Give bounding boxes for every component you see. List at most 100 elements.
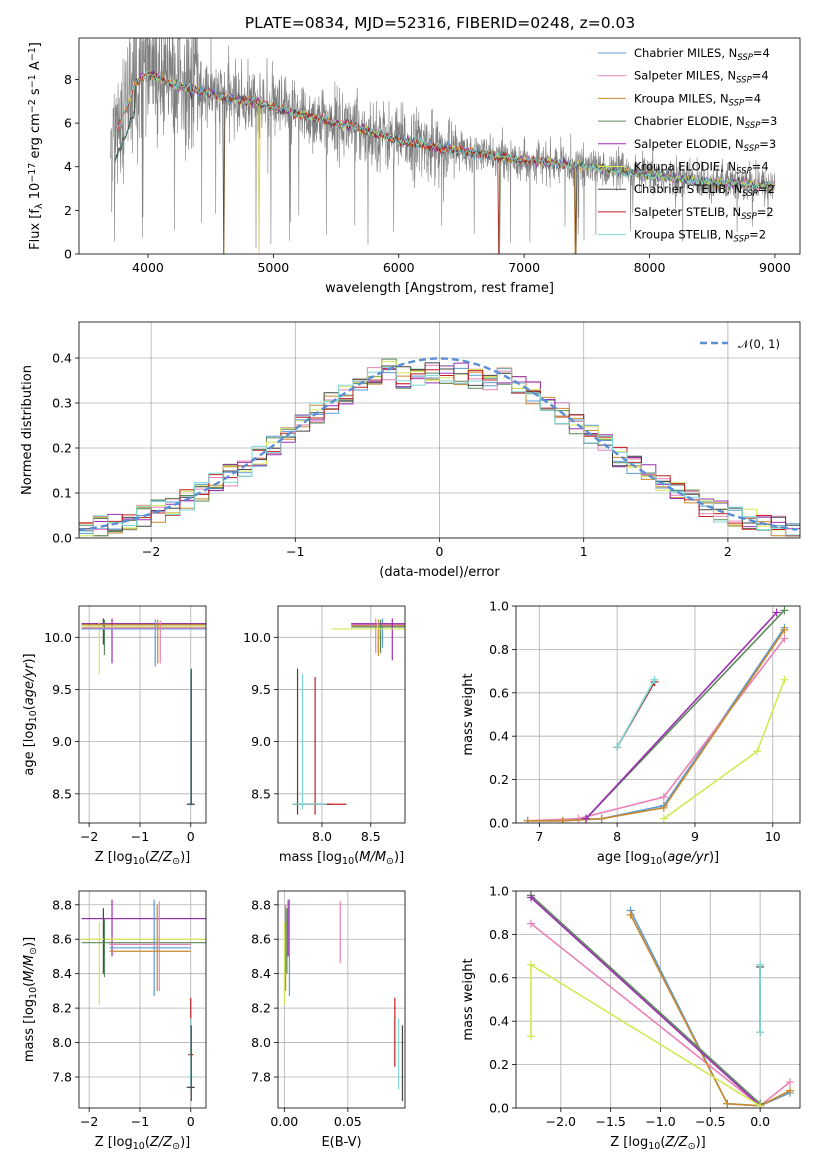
residual-legend: 𝒩(0, 1)	[700, 337, 780, 351]
age-Z-panel: −2 −1 08.59.09.510.0Z [log10(Z/Z⊙)]age [lo…	[22, 605, 207, 867]
label-part: (	[145, 850, 150, 865]
x-tick-label: −2	[80, 829, 98, 844]
legend-name: Kroupa ELODIE, N	[634, 160, 736, 174]
legend-eq: =4	[753, 46, 770, 60]
age-Z-plot-area	[79, 606, 206, 823]
spectrum-panel: 4000 5000 6000 7000 8000 9000 0 2 4 6 8 wavelength …	[27, 37, 801, 296]
legend-name: Salpeter MILES, N	[634, 69, 736, 83]
massweight-line	[527, 627, 786, 822]
y-tick-label: 0.4	[52, 351, 72, 366]
x-tick-label: −1.0	[645, 1114, 675, 1129]
x-tick-label: 8.0	[312, 829, 332, 844]
massweight-line	[663, 679, 786, 820]
x-axis-label: Z [log10(Z/Z⊙)]	[95, 1135, 190, 1152]
label-part: log	[113, 850, 133, 865]
label-part: )	[709, 850, 714, 865]
label-part: λ	[34, 203, 45, 209]
label-part: ⊙	[28, 947, 39, 955]
label-part: log	[628, 1135, 648, 1150]
mass-EBV-plot-area	[278, 891, 405, 1108]
y-tick-label: 7.8	[52, 1070, 72, 1085]
x-tick-label: 4000	[132, 260, 164, 275]
spectrum-model-line-8	[116, 69, 776, 190]
label-part: log	[22, 722, 37, 742]
figure-title: PLATE=0834, MJD=52316, FIBERID=0248, z=0…	[245, 14, 635, 32]
legend-name: Kroupa STELIB, N	[634, 228, 734, 242]
massweight-point	[526, 960, 535, 969]
label-part: mass [	[279, 850, 322, 865]
label-part: Z [	[95, 850, 113, 865]
y-tick-label: 1.0	[489, 884, 509, 899]
x-tick-label: −2	[80, 1114, 98, 1129]
age-Z-frame	[78, 605, 207, 824]
y-tick-label: 8.8	[251, 897, 271, 912]
massweight-line	[530, 896, 761, 1107]
y-tick-label: 7.8	[251, 1070, 271, 1085]
y-tick-label: 0.0	[489, 1101, 509, 1116]
massweight-line	[527, 629, 786, 822]
x-axis-label: E(B-V)	[321, 1135, 361, 1150]
label-part: ⊙	[688, 1141, 696, 1152]
label-part: ]	[701, 1135, 706, 1150]
x-tick-label: −1	[286, 544, 304, 559]
y-axis-label: mass weight	[461, 673, 476, 755]
y-tick-label: 9.0	[251, 734, 271, 749]
age-mass-frame	[277, 605, 406, 824]
label-part: ]	[185, 1135, 190, 1150]
massweight-point	[558, 816, 567, 823]
y-tick-label: 8.4	[52, 966, 72, 981]
label-part: erg cm	[28, 113, 43, 162]
x-tick-label: 7000	[508, 260, 540, 275]
label-part: )	[180, 850, 185, 865]
x-tick-label: 7	[535, 829, 543, 844]
histogram-step-8	[79, 367, 800, 536]
legend-name: Chabrier ELODIE, N	[634, 114, 745, 128]
y-axis-label: mass weight	[461, 958, 476, 1040]
massweight-point	[526, 893, 535, 902]
label-part: 10	[342, 856, 354, 867]
x-tick-label: −1	[131, 829, 149, 844]
label-part: Z [	[610, 1135, 628, 1150]
y-axis-label: age [log10(age/yr)]	[22, 653, 39, 775]
label-part: log	[630, 850, 650, 865]
label-part: (	[662, 850, 667, 865]
residuals-plot-area	[79, 322, 800, 538]
y-tick-label: 8.5	[52, 786, 72, 801]
x-tick-label: 0	[187, 1114, 195, 1129]
label-part: E(B-V)	[321, 1135, 361, 1150]
x-tick-label: −0.5	[695, 1114, 725, 1129]
y-tick-label: 8.6	[251, 932, 271, 947]
label-part: age [	[597, 850, 630, 865]
massweight-point	[526, 1032, 535, 1041]
massweight-point	[526, 919, 535, 928]
legend-entry: Kroupa ELODIE, NSSP=4	[634, 160, 769, 177]
label-part: A	[28, 61, 43, 74]
legend-entry: Salpeter STELIB, NSSP=2	[634, 205, 774, 222]
label-part: )	[22, 942, 37, 947]
label-part: )	[696, 1135, 701, 1150]
legend-sub: SSP	[729, 98, 745, 108]
y-tick-label: 0.2	[52, 441, 72, 456]
label-part: log	[322, 850, 342, 865]
label-part: mass weight	[461, 673, 476, 755]
y-tick-label: 0.2	[489, 1057, 509, 1072]
x-axis-label: wavelength [Angstrom, rest frame]	[325, 281, 554, 296]
mass-EBV-frame	[277, 890, 406, 1109]
massweight-point	[780, 625, 789, 634]
x-tick-label: 9	[691, 829, 699, 844]
massweight-point	[659, 814, 668, 823]
y-tick-label: 4	[64, 159, 72, 174]
massweight-line	[629, 914, 791, 1107]
x-tick-label: −1	[131, 1114, 149, 1129]
y-tick-label: 8.4	[251, 966, 271, 981]
label-part: 10	[133, 856, 145, 867]
label-part: )	[180, 1135, 185, 1150]
x-tick-label: 5000	[257, 260, 289, 275]
massweight-line	[530, 894, 761, 1105]
legend-entry: 𝒩(0, 1)	[738, 337, 780, 351]
label-part: Normed distribution	[20, 365, 35, 495]
label-part: 10	[133, 1141, 145, 1152]
label-part: (data-model)/error	[379, 565, 500, 580]
massweight-point	[574, 814, 583, 823]
